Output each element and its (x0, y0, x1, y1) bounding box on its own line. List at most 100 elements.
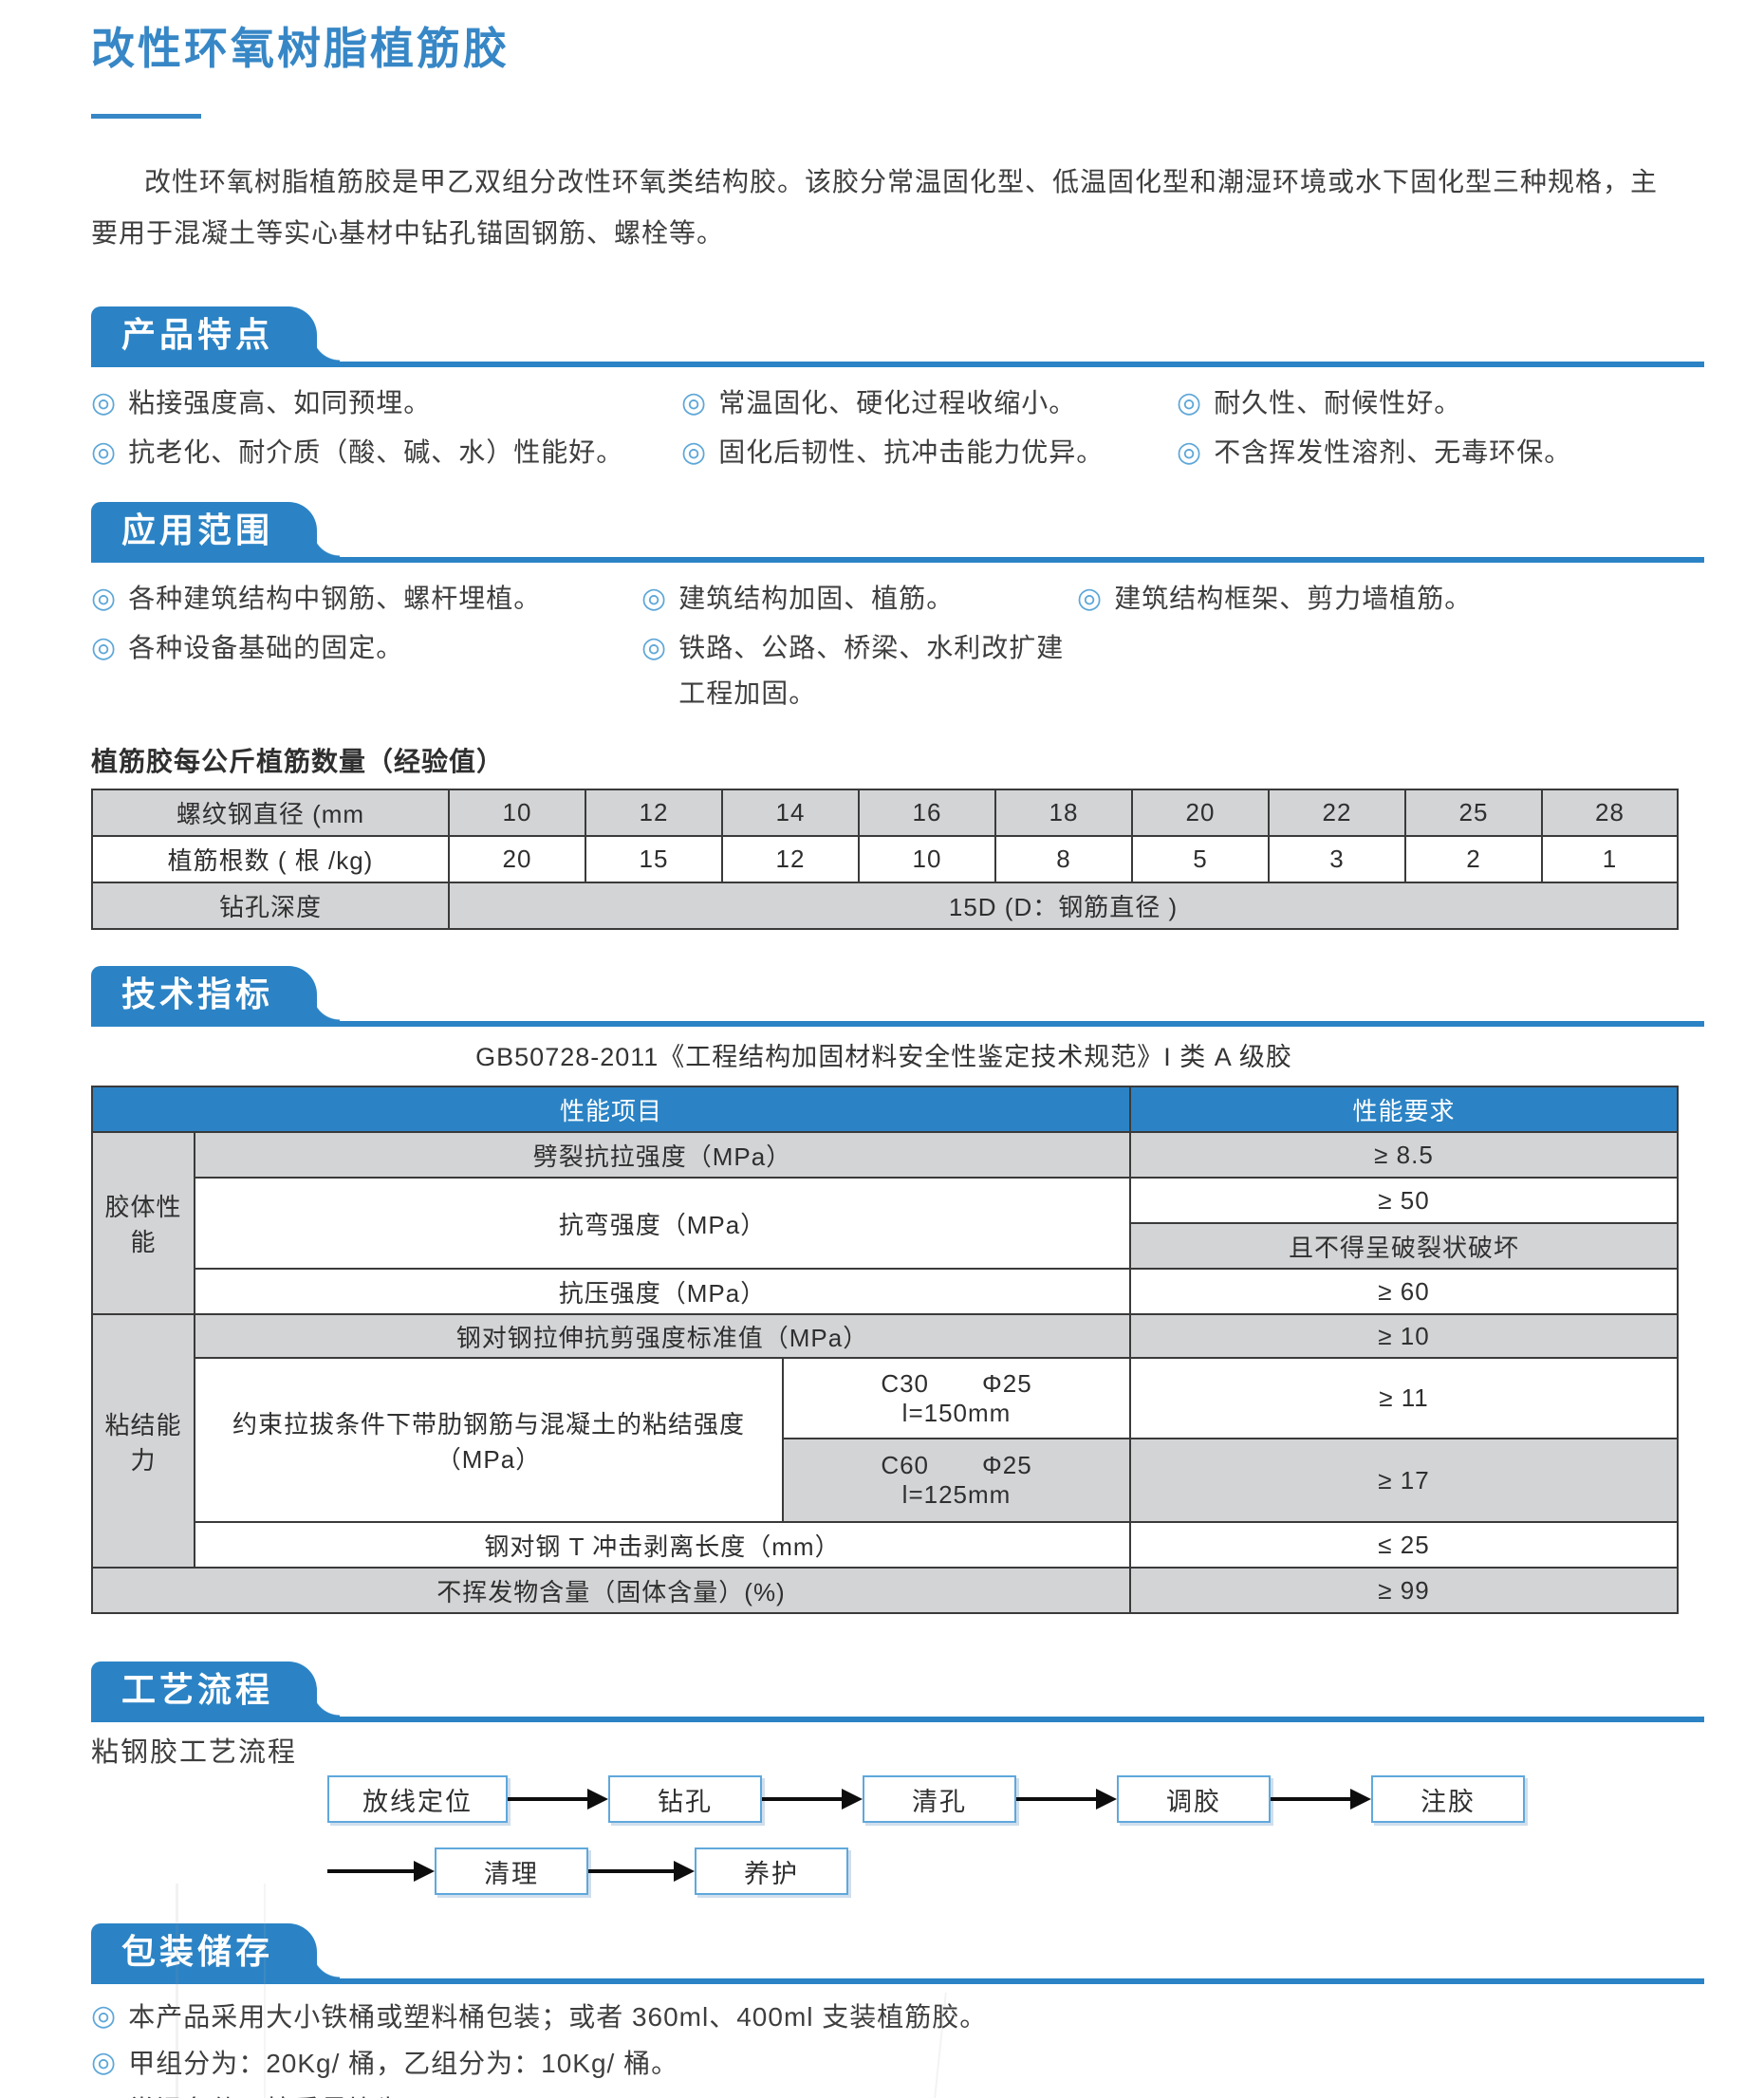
requirement-cell: ≥ 50 (1129, 1177, 1679, 1224)
section-applications: 应用范围 ◎ 各种建筑结构中钢筋、螺杆埋植。 ◎ 建筑结构加固、植筋。 ◎ 建筑结构框… (91, 502, 1704, 716)
applications-section-tab: 应用范围 (91, 502, 341, 557)
requirement-cell: ≥ 10 (1129, 1313, 1679, 1359)
count-cell: 3 (1268, 835, 1406, 883)
diameter-cell: 20 (1131, 789, 1270, 837)
diameter-cell: 16 (858, 789, 996, 837)
section-tech: 技术指标 GB50728-2011《工程结构加固材料安全性鉴定技术规范》I 类 … (91, 966, 1704, 1614)
features-bullet-grid: ◎ 粘接强度高、如同预埋。 ◎ 常温固化、硬化过程收缩小。 ◎ 耐久性、耐候性好。 ◎… (91, 367, 1677, 475)
flow-step: 钻孔 (608, 1775, 762, 1823)
flow-step: 放线定位 (327, 1775, 508, 1823)
title-underline-dash (91, 114, 201, 119)
tech-section-tab: 技术指标 (91, 966, 341, 1021)
count-cell: 12 (721, 835, 860, 883)
arrow-right-icon (327, 1861, 435, 1882)
process-section-tab: 工艺流程 (91, 1662, 341, 1717)
standard-note: GB50728-2011《工程结构加固材料安全性鉴定技术规范》I 类 A 级胶 (475, 1043, 1292, 1071)
diameter-cell: 25 (1404, 789, 1543, 837)
rebar-diameter: Φ25 (982, 1451, 1032, 1479)
application-item (1077, 625, 1677, 716)
bullet-icon: ◎ (1077, 583, 1104, 614)
row-label-cell: 钻孔深度 (91, 882, 450, 930)
requirement-cell: ≥ 60 (1129, 1268, 1679, 1315)
application-item: ◎ 建筑结构框架、剪力墙植筋。 (1077, 576, 1677, 622)
concrete-grade: C60 (881, 1451, 930, 1479)
flow-row-1: 放线定位 钻孔 清孔 调胶 注胶 (327, 1775, 1677, 1823)
feature-text: 固化后韧性、抗冲击能力优异。 (718, 437, 1105, 467)
count-cell: 8 (994, 835, 1133, 883)
bullet-icon: ◎ (91, 632, 118, 663)
flow-step: 注胶 (1371, 1775, 1525, 1823)
bond-label-line2: （MPa） (436, 1444, 542, 1474)
bullet-icon: ◎ (91, 436, 118, 468)
requirement-cell: ≥ 8.5 (1129, 1131, 1679, 1179)
arrow-right-icon (1016, 1789, 1117, 1810)
requirement-cell: 且不得呈破裂状破坏 (1129, 1222, 1679, 1270)
section-tab-row: 技术指标 (91, 966, 1677, 1021)
diameter-cell: 28 (1541, 789, 1679, 837)
section-rule (91, 1021, 1704, 1027)
spec-cell-c60: C60 Φ25 l=125mm (782, 1438, 1131, 1523)
section-process: 工艺流程 粘钢胶工艺流程 放线定位 钻孔 清孔 调胶 注胶 清理 养护 (91, 1662, 1704, 1895)
arrow-right-icon (1271, 1789, 1371, 1810)
features-section-tab: 产品特点 (91, 306, 341, 362)
application-text: 建筑结构框架、剪力墙植筋。 (1114, 584, 1473, 613)
section-rule (91, 1978, 1704, 1984)
header-requirement-cell: 性能要求 (1129, 1086, 1679, 1133)
section-tab-row: 应用范围 (91, 502, 1677, 557)
spec-line: C60 Φ25 (789, 1451, 1123, 1480)
section-features: 产品特点 ◎ 粘接强度高、如同预埋。 ◎ 常温固化、硬化过程收缩小。 ◎ 耐久性、耐候… (91, 306, 1704, 475)
feature-item: ◎ 不含挥发性溶剂、无毒环保。 (1177, 430, 1677, 475)
packaging-item: ◎ 甲组分为：20Kg/ 桶，乙组分为：10Kg/ 桶。 (91, 2040, 1677, 2087)
feature-text: 耐久性、耐候性好。 (1214, 388, 1462, 418)
process-subtitle: 粘钢胶工艺流程 (91, 1737, 298, 1768)
spec-line: C30 Φ25 (789, 1369, 1123, 1399)
flow-step: 养护 (695, 1847, 848, 1895)
requirement-cell: ≥ 99 (1129, 1567, 1679, 1614)
embed-length: l=125mm (901, 1480, 1012, 1509)
applications-bullet-grid: ◎ 各种建筑结构中钢筋、螺杆埋植。 ◎ 建筑结构加固、植筋。 ◎ 建筑结构框架、剪力墙… (91, 563, 1677, 716)
feature-text: 抗老化、耐介质（酸、碱、水）性能好。 (128, 437, 624, 467)
property-cell: 不挥发物含量（固体含量）(%) (91, 1567, 1131, 1614)
feature-item: ◎ 抗老化、耐介质（酸、碱、水）性能好。 (91, 430, 681, 475)
feature-item: ◎ 粘接强度高、如同预埋。 (91, 381, 681, 426)
table-row: C60 Φ25 l=125mm ≥ 17 (92, 1438, 1679, 1523)
bullet-icon: ◎ (681, 387, 708, 418)
property-cell: 钢对钢拉伸抗剪强度标准值（MPa） (194, 1313, 1131, 1359)
packaging-item: ◎ 常温条件：按重量比为：甲：乙＝ 2 ：1。 (91, 2087, 1677, 2098)
feature-text: 粘接强度高、如同预埋。 (128, 388, 432, 418)
row-label-cell: 螺纹钢直径 (mm (91, 789, 450, 837)
count-cell: 10 (858, 835, 996, 883)
group-cell-adhesive-body: 胶体性能 (91, 1131, 195, 1315)
section-tab-row: 产品特点 (91, 306, 1677, 362)
bullet-icon: ◎ (641, 632, 668, 663)
requirement-cell: ≥ 11 (1129, 1357, 1679, 1439)
property-cell: 钢对钢 T 冲击剥离长度（mm） (194, 1521, 1131, 1569)
property-cell: 抗压强度（MPa） (194, 1268, 1131, 1315)
table-row: 且不得呈破裂状破坏 (92, 1222, 1679, 1270)
bullet-icon: ◎ (641, 583, 668, 614)
row-label-cell: 植筋根数 ( 根 /kg) (91, 835, 450, 883)
table-row: 胶体性能 劈裂抗拉强度（MPa） ≥ 8.5 (91, 1131, 1679, 1315)
arrow-right-icon (588, 1861, 695, 1882)
bullet-icon: ◎ (91, 2087, 117, 2098)
feature-text: 不含挥发性溶剂、无毒环保。 (1214, 437, 1572, 467)
rebar-diameter: Φ25 (982, 1368, 1032, 1398)
table-row: 粘结能力 钢对钢拉伸抗剪强度标准值（MPa） ≥ 10 (91, 1313, 1679, 1569)
bullet-icon: ◎ (91, 387, 118, 418)
count-cell: 15 (585, 835, 723, 883)
count-cell: 5 (1131, 835, 1270, 883)
section-packaging: 包装储存 ◎ 本产品采用大小铁桶或塑料桶包装；或者 360ml、400ml 支装植… (91, 1923, 1704, 2098)
application-item: ◎ 各种设备基础的固定。 (91, 625, 641, 716)
bullet-icon: ◎ (91, 583, 118, 614)
application-text: 建筑结构加固、植筋。 (678, 584, 955, 613)
packaging-list: ◎ 本产品采用大小铁桶或塑料桶包装；或者 360ml、400ml 支装植筋胶。 ◎… (91, 1984, 1677, 2098)
section-tab-row: 包装储存 (91, 1923, 1677, 1978)
flow-step: 清理 (435, 1847, 588, 1895)
page-content: 改性环氧树脂植筋胶 改性环氧树脂植筋胶是甲乙双组分改性环氧类结构胶。该胶分常温固… (0, 23, 1764, 2098)
table-row: 螺纹钢直径 (mm 10 12 14 16 18 20 22 25 28 (91, 789, 1679, 837)
table-row: 植筋根数 ( 根 /kg) 20 15 12 10 8 5 3 2 1 (91, 835, 1679, 883)
bullet-icon: ◎ (1177, 436, 1203, 468)
section-tab-row: 工艺流程 (91, 1662, 1677, 1717)
property-cell: 劈裂抗拉强度（MPa） (194, 1131, 1131, 1179)
diameter-cell: 22 (1268, 789, 1406, 837)
